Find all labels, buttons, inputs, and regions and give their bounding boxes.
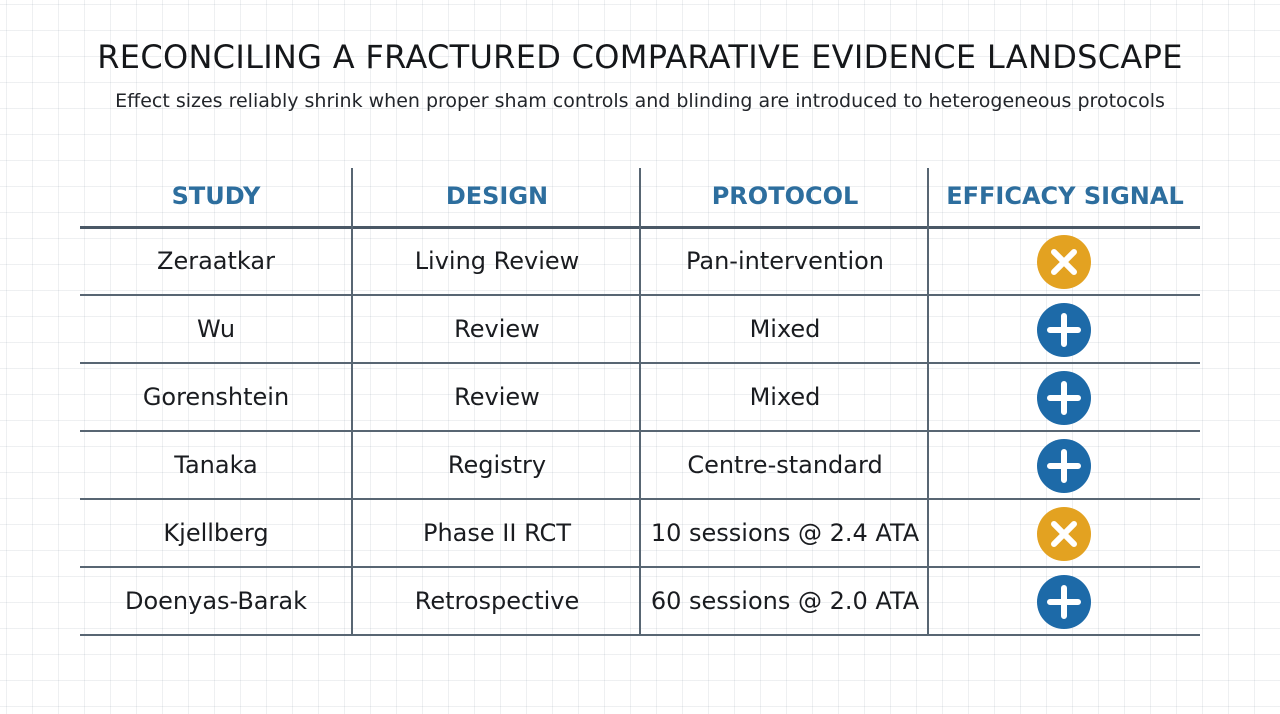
slide-title: RECONCILING A FRACTURED COMPARATIVE EVID… <box>97 38 1183 76</box>
design-cell: Living Review <box>414 247 580 275</box>
column-header-design: DESIGN <box>445 182 549 210</box>
column-header-study: STUDY <box>171 182 261 210</box>
protocol-cell: 60 sessions @ 2.0 ATA <box>650 587 920 615</box>
column-header-efficacy-signal: EFFICACY SIGNAL <box>946 182 1184 210</box>
study-cell: Doenyas-Barak <box>124 587 307 615</box>
protocol-cell: Mixed <box>749 315 821 343</box>
column-divider <box>927 168 929 636</box>
plus-icon <box>1037 575 1091 629</box>
study-cell: Gorenshtein <box>142 383 290 411</box>
protocol-cell: Centre-standard <box>687 451 883 479</box>
plus-icon <box>1037 371 1091 425</box>
plus-icon <box>1037 303 1091 357</box>
protocol-cell: 10 sessions @ 2.4 ATA <box>650 519 920 547</box>
slide-subtitle: Effect sizes reliably shrink when proper… <box>115 90 1165 112</box>
x-icon <box>1037 235 1091 289</box>
column-divider <box>351 168 353 636</box>
x-icon <box>1037 507 1091 561</box>
study-cell: Wu <box>196 315 236 343</box>
design-cell: Review <box>454 315 540 343</box>
study-cell: Tanaka <box>174 451 258 479</box>
design-cell: Review <box>454 383 540 411</box>
protocol-cell: Mixed <box>749 383 821 411</box>
plus-icon <box>1037 439 1091 493</box>
protocol-cell: Pan-intervention <box>685 247 885 275</box>
design-cell: Registry <box>447 451 547 479</box>
column-divider <box>639 168 641 636</box>
column-header-protocol: PROTOCOL <box>711 182 859 210</box>
design-cell: Phase II RCT <box>423 519 571 547</box>
study-cell: Kjellberg <box>163 519 269 547</box>
study-cell: Zeraatkar <box>157 247 275 275</box>
design-cell: Retrospective <box>414 587 580 615</box>
